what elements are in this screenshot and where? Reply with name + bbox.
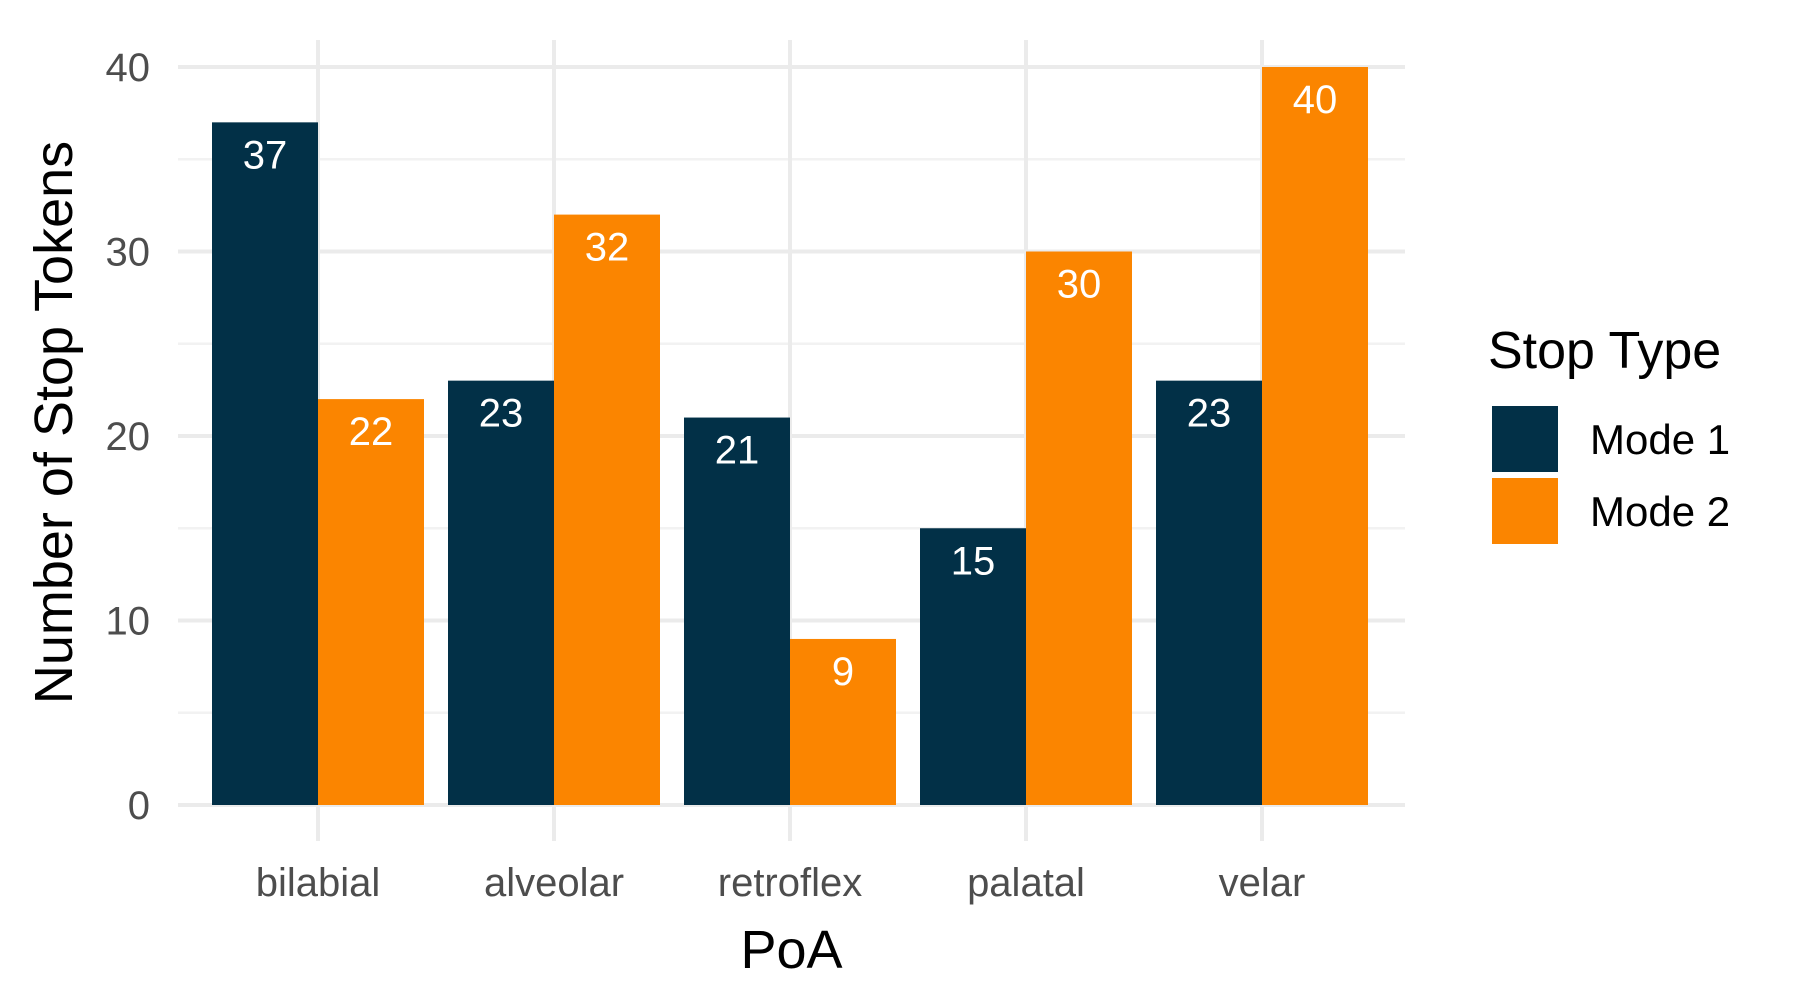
legend-items: Mode 1 Mode 2 — [1492, 406, 1730, 544]
y-axis-tick-labels: 0 10 20 30 40 — [106, 46, 151, 828]
bar-palatal-mode-2 — [1026, 251, 1132, 805]
bar-velar-mode-1 — [1156, 380, 1262, 805]
y-tick-label: 10 — [106, 600, 151, 644]
legend-title: Stop Type — [1488, 322, 1721, 380]
bar-value-label: 21 — [715, 429, 760, 473]
legend-label: Mode 2 — [1590, 488, 1730, 535]
bar-bilabial-mode-2 — [318, 399, 424, 805]
x-tick-label: palatal — [967, 861, 1085, 905]
y-tick-label: 40 — [106, 46, 151, 90]
x-tick-label: alveolar — [484, 861, 624, 905]
x-tick-label: bilabial — [256, 861, 381, 905]
y-tick-label: 30 — [106, 231, 151, 275]
bar-value-label: 32 — [585, 226, 630, 270]
bar-alveolar-mode-1 — [448, 380, 554, 805]
legend: Stop Type Mode 1 Mode 2 — [1488, 322, 1730, 544]
bar-value-label: 15 — [951, 539, 996, 583]
bar-value-label: 9 — [832, 650, 854, 694]
y-axis-title: Number of Stop Tokens — [24, 141, 84, 704]
bar-value-label: 23 — [1187, 392, 1232, 436]
legend-key-mode-2 — [1492, 478, 1558, 544]
bar-value-labels: 37 22 23 32 21 9 15 30 23 40 — [243, 78, 1338, 694]
bar-retroflex-mode-2 — [790, 638, 896, 805]
bar-velar-mode-2 — [1262, 67, 1368, 805]
legend-label: Mode 1 — [1590, 416, 1730, 463]
bar-value-label: 37 — [243, 133, 288, 177]
bar-palatal-mode-1 — [920, 528, 1026, 805]
bar-value-label: 22 — [349, 410, 394, 454]
legend-key-mode-1 — [1492, 406, 1558, 472]
y-tick-label: 0 — [128, 784, 150, 828]
bar-value-label: 23 — [479, 392, 524, 436]
bars — [212, 67, 1368, 806]
x-axis-title: PoA — [740, 920, 842, 980]
bar-retroflex-mode-1 — [684, 417, 790, 805]
x-tick-label: retroflex — [718, 861, 863, 905]
bar-alveolar-mode-2 — [554, 214, 660, 806]
bar-value-label: 40 — [1293, 78, 1338, 122]
y-tick-label: 20 — [106, 415, 151, 459]
bar-bilabial-mode-1 — [212, 122, 318, 806]
bar-value-label: 30 — [1057, 263, 1102, 307]
x-axis-tick-labels: bilabial alveolar retroflex palatal velar — [256, 861, 1306, 905]
x-tick-label: velar — [1219, 861, 1306, 905]
